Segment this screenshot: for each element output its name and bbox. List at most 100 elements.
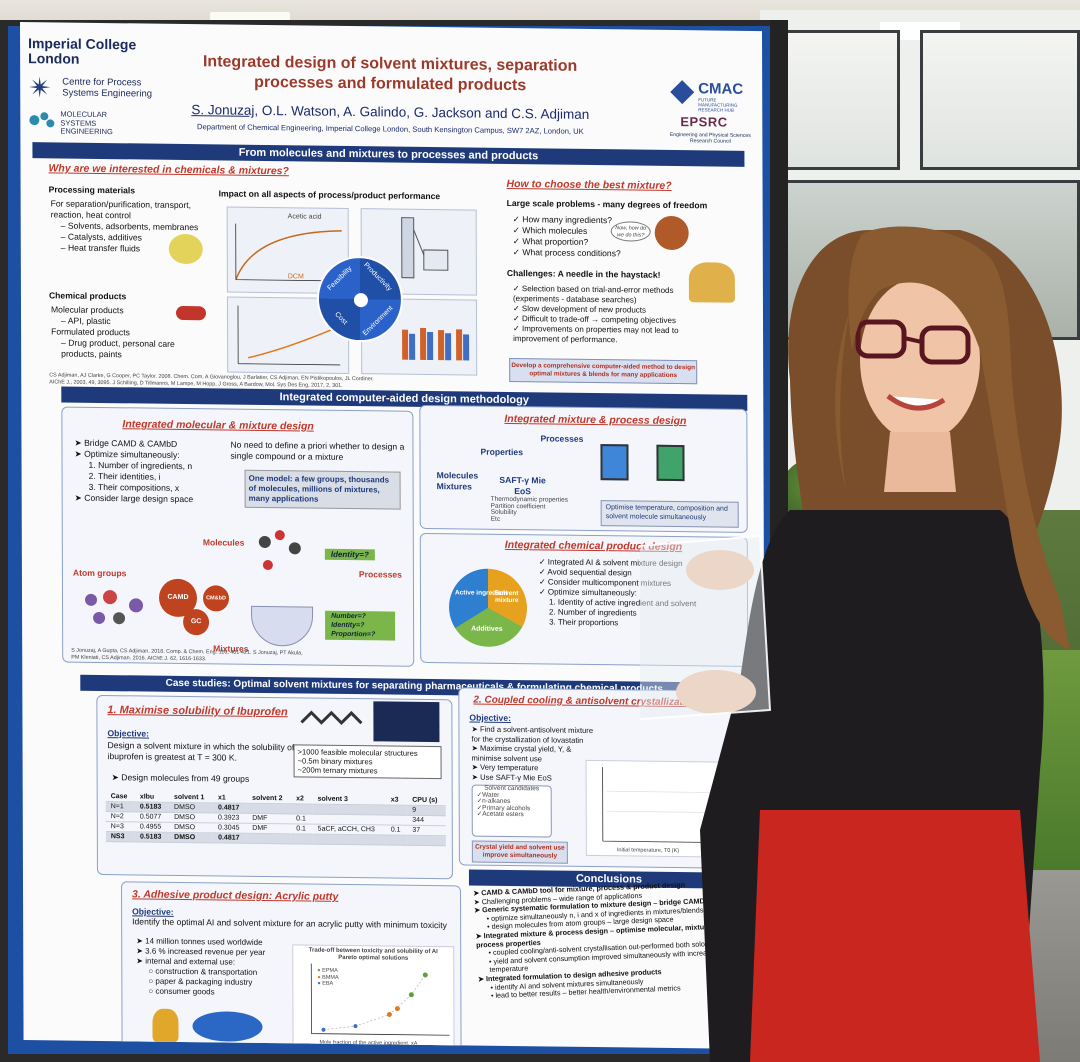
solvent-mixture-label: Solvent mixture — [494, 589, 519, 604]
table-cell: 37 — [407, 825, 446, 836]
table-cell: DMSO — [169, 812, 214, 823]
distillation-column-icon — [401, 217, 449, 279]
table-header: x1 — [212, 793, 248, 804]
table-cell — [407, 835, 446, 846]
table-header: CPU (s) — [407, 795, 446, 806]
data-point — [321, 1027, 326, 1032]
table-cell: 0.4817 — [212, 802, 248, 814]
mse-logo: MOLECULAR SYSTEMS ENGINEERING — [28, 108, 148, 137]
environment-bars — [402, 327, 470, 361]
atom-group-ball — [102, 590, 118, 605]
how-heading: How to choose the best mixture? — [506, 177, 672, 192]
table-cell — [291, 803, 313, 815]
list-item: Which molecules — [522, 225, 588, 236]
mm-heading: Integrated molecular & mixture design — [122, 418, 314, 433]
mixture-beaker — [251, 605, 314, 647]
list-item: Consider large design space — [84, 492, 194, 505]
challenges-heading: Challenges: A needle in the haystack! — [506, 267, 661, 280]
table-cell: DMSO — [169, 832, 214, 843]
toxicity-legend: ● EPMA ● BMMA ● EBA — [317, 967, 339, 987]
table-cell: 0.1 — [291, 823, 313, 835]
table-cell: DMF — [247, 823, 292, 834]
toxicity-plot — [310, 963, 450, 1036]
window-pane — [780, 30, 900, 170]
table-header: solvent 1 — [168, 792, 213, 803]
environment-bar-panel — [360, 298, 478, 376]
section2-references: S Jonuzaj, A Gupta, CS Adjiman. 2018. Co… — [71, 647, 303, 662]
cmac-name: CMAC — [698, 80, 744, 98]
processes-label: Processes — [358, 569, 402, 580]
table-cell — [385, 834, 408, 846]
data-point — [408, 992, 414, 998]
table-cell: 0.1 — [385, 824, 408, 836]
list-item: paper & packaging industry — [155, 976, 253, 987]
c1-structures-box: >1000 feasible molecular structures ~0.5… — [293, 744, 442, 780]
table-cell: N=2 — [105, 811, 135, 822]
pill-illustration — [175, 305, 207, 321]
cost-plot-panel — [226, 296, 350, 375]
table-cell — [247, 803, 292, 814]
institution-name: Imperial College London — [28, 35, 137, 67]
list-item: Bridge CAMD & CAMbD — [84, 437, 178, 449]
list-item: Avoid sequential design — [547, 567, 632, 578]
toxicity-chart: Trade-off between toxicity and solubilit… — [292, 944, 455, 1050]
cost-label: Cost — [333, 311, 349, 327]
wheel-center — [353, 293, 368, 308]
case-ibuprofen-panel: 1. Maximise solubility of Ibuprofen Obje… — [96, 694, 453, 880]
table-cell: 0.5077 — [134, 811, 170, 823]
table-cell: 9 — [407, 805, 446, 816]
poster-title: Integrated design of solvent mixtures, s… — [202, 53, 578, 95]
presenter-person — [588, 210, 1080, 1062]
list-item: Find a solvent-antisolvent mixture for t… — [471, 724, 594, 745]
crystallizer-vessel — [600, 444, 629, 481]
list-item: For separation/purification, transport, … — [50, 198, 192, 221]
department-address: Department of Chemical Engineering, Impe… — [197, 122, 584, 136]
molecular-mixture-design-panel: Integrated molecular & mixture design ➤ … — [61, 406, 415, 667]
table-cell: 0.4817 — [213, 832, 248, 844]
additives-label: Additives — [471, 625, 503, 633]
list-item: Use SAFT-γ Mie EoS — [480, 772, 552, 783]
poster-authors: S. Jonuzaj, O.L. Watson, A. Galindo, G. … — [170, 102, 610, 122]
table-cell: N=1 — [105, 801, 135, 812]
c3-objective: Identify the optimal AI and solvent mixt… — [132, 916, 447, 931]
list-item: What process conditions? — [522, 247, 621, 259]
why-heading: Why are we interested in chemicals & mix… — [48, 162, 289, 178]
list-item: What proportion? — [522, 236, 589, 247]
poster-header: Imperial College London ✴ Centre for Pro… — [20, 22, 762, 149]
legend-entry: EBA — [322, 980, 334, 987]
results-table: Case xIbu solvent 1 x1 solvent 2 x2 solv… — [105, 792, 446, 846]
feasibility-label: Feasibility — [326, 265, 354, 293]
table-header: solvent 2 — [247, 793, 292, 804]
list-item: – Drug product, personal care products, … — [61, 337, 175, 360]
table-cell: 0.5183 — [134, 801, 170, 813]
table-cell — [385, 814, 408, 826]
list-item: Etc — [490, 515, 501, 523]
table-cell: DMF — [247, 813, 292, 824]
legend-entry: BMMA — [322, 974, 339, 981]
molecule-atom — [274, 530, 285, 541]
c3-list: ➤ 14 million tonnes used worldwide ➤ 3.6… — [136, 936, 266, 997]
lead-author: S. Jonuzaj — [191, 102, 255, 118]
table-cell: 0.4955 — [134, 821, 170, 833]
legend-entry: EPMA — [322, 967, 338, 974]
identity-tag: Identity=? — [324, 548, 375, 561]
table-cell: NS3 — [105, 831, 135, 842]
table-cell — [312, 834, 386, 845]
chemical-heading: Chemical products — [48, 290, 127, 302]
body-xray-illustration — [373, 701, 440, 743]
list-item: Optimize simultaneously: — [84, 448, 180, 460]
presenter-figure — [588, 226, 1070, 1062]
list-item: Maximise crystal yield, Y, & minimise so… — [471, 743, 572, 763]
star-icon: ✴ — [28, 72, 52, 104]
table-cell: 0.3045 — [213, 822, 248, 834]
gc-gear: GC — [183, 608, 210, 636]
co-authors: , O.L. Watson, A. Galindo, G. Jackson an… — [254, 102, 590, 122]
data-point — [353, 1024, 358, 1029]
c1-design-text: Design molecules from 49 groups — [121, 772, 250, 784]
c2-note: Crystal yield and solvent use improve si… — [471, 840, 568, 864]
worker-illustration — [152, 1008, 179, 1043]
mse-name: MOLECULAR SYSTEMS ENGINEERING — [60, 109, 113, 137]
table-header: Case — [105, 792, 135, 802]
list-item: internal and external use: — [145, 956, 236, 967]
planet-transport-illustration — [192, 1011, 263, 1042]
